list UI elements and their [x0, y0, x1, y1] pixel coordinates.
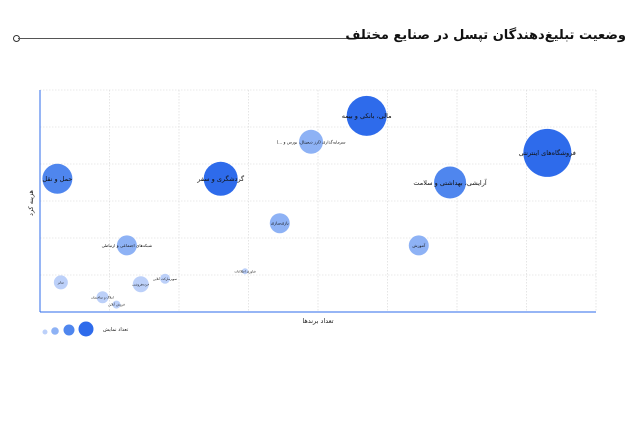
bubble-point — [42, 163, 73, 194]
bubble-point — [346, 95, 387, 136]
bubble-label: گردشگری و سفر — [196, 175, 245, 183]
legend-bubble-2 — [51, 327, 59, 335]
legend-bubble-4 — [78, 321, 94, 337]
bubble-label: سایر — [57, 281, 65, 285]
y-axis-label: هزینه کرد — [27, 189, 35, 215]
bubble-label: آموزش — [412, 243, 426, 248]
legend-bubble-3 — [63, 324, 75, 336]
bubble-point — [160, 273, 171, 284]
bubble-point — [112, 300, 121, 309]
legend: تعداد نمایش — [42, 321, 129, 337]
bubble-point — [269, 213, 290, 234]
bubble-point — [434, 166, 467, 199]
bubble-point — [132, 276, 149, 293]
bubble-label: خرده‌فروشی — [132, 282, 149, 286]
legend-label: تعداد نمایش — [103, 327, 129, 333]
bubble-point — [523, 128, 572, 177]
axes — [39, 90, 596, 313]
bubble-label: سوپرمارکت آنلاین — [153, 277, 177, 281]
bubble-labels: فروشگاه‌های اینترنتی مالی، بانکی و بیمه گر… — [42, 112, 576, 307]
bubble-point — [408, 235, 429, 256]
bubble-label: بازی‌سازی — [271, 221, 289, 226]
x-axis-label: تعداد برندها — [302, 317, 333, 325]
bubble-label: سرمایه‌گذاری (ارز دیجیتال، بورس و ...) — [277, 139, 346, 144]
bubble-label: شبکه‌های اجتماعی و ارتباطی — [102, 243, 153, 248]
chart-title: وضعیت تبلیغ‌دهندگان تپسل در صنایع مختلف — [345, 28, 626, 43]
bubble-label: حمل و نقل — [42, 175, 72, 183]
grid — [40, 89, 597, 312]
bubble-point — [242, 268, 249, 275]
bubble-label: مالی، بانکی و بیمه — [342, 112, 392, 120]
bubbles — [42, 95, 572, 309]
legend-bubble-1 — [42, 329, 48, 335]
bubble-point — [116, 235, 137, 256]
bubble-label: فروشگاه‌های اینترنتی — [519, 149, 576, 157]
bubble-label: فروش آنلاین — [108, 303, 125, 307]
bubble-point — [53, 275, 68, 290]
bubble-label: املاک و ساختمان — [91, 295, 114, 299]
bubble-label: آرایشی، بهداشتی و سلامت — [413, 178, 487, 187]
bubble-point — [96, 291, 109, 304]
bubble-point — [299, 129, 324, 154]
title-rule — [18, 38, 366, 39]
bubble-label: فناوری اطلاعات — [234, 269, 256, 273]
bubble-point — [203, 161, 238, 196]
